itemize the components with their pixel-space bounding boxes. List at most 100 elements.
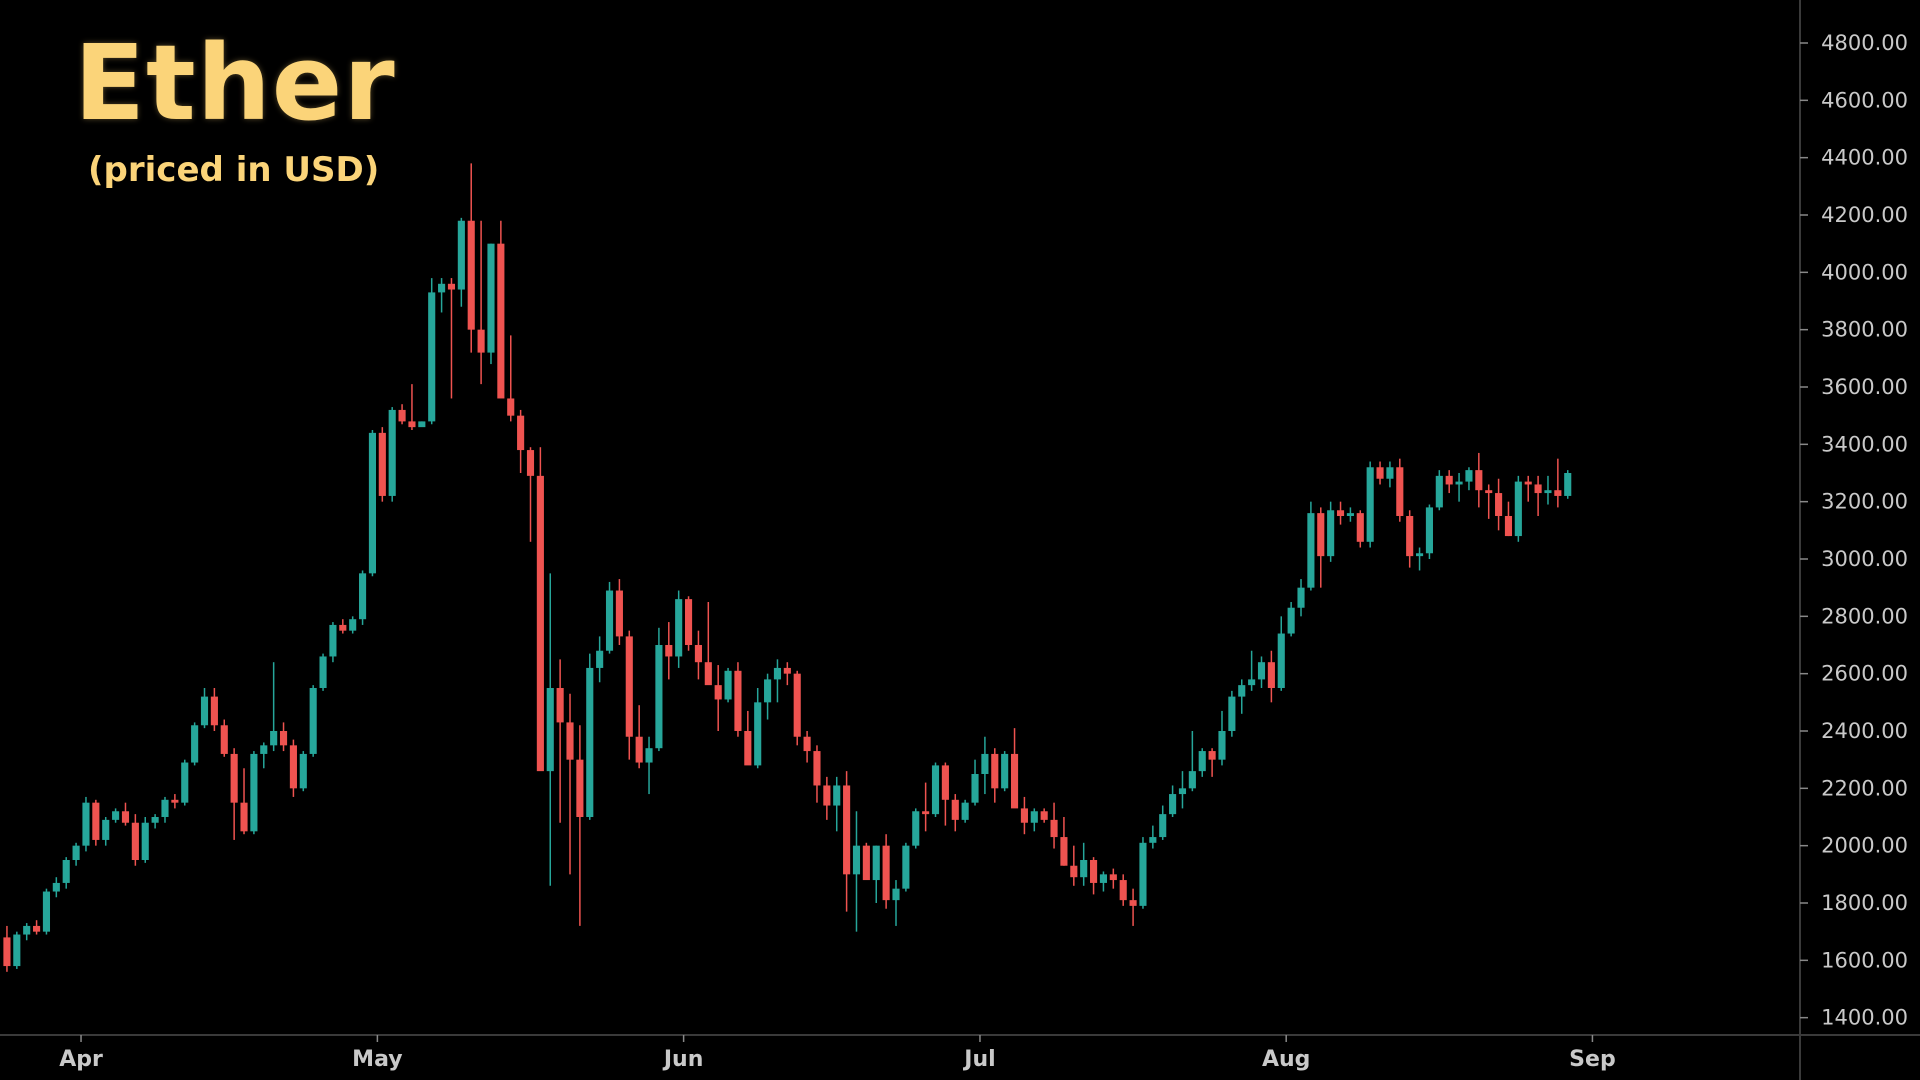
candle-body [704, 662, 712, 686]
candle [1208, 748, 1216, 777]
candle [121, 802, 130, 826]
y-tick-label: 1400.00 [1821, 1006, 1908, 1030]
candle [1139, 837, 1147, 909]
candle-body [754, 702, 762, 766]
candle-body [714, 685, 722, 700]
candle [1030, 808, 1038, 832]
candle-body [1178, 788, 1187, 795]
candle [131, 814, 139, 866]
candle-body [1475, 470, 1483, 491]
candle-body [615, 590, 623, 637]
candle-body [1297, 587, 1305, 608]
candle-body [823, 785, 831, 806]
candle-body [1001, 753, 1009, 789]
x-tick-label: Jun [662, 1047, 704, 1072]
candle [744, 710, 752, 766]
candle-body [694, 645, 702, 663]
x-axis-ticks: Apr May Jun Jul Aug Sep [59, 1035, 1616, 1072]
candle-body [33, 925, 41, 932]
candle-body [961, 802, 969, 820]
candle [477, 220, 485, 385]
candle-body [526, 450, 535, 476]
candle-body [1346, 513, 1354, 516]
candle [1060, 817, 1068, 866]
candle [260, 742, 268, 769]
candle-body [52, 882, 60, 892]
candle-body [1287, 607, 1295, 634]
candle-body [329, 624, 337, 657]
candle [428, 278, 436, 425]
candle-body [487, 243, 495, 353]
candle-body [1386, 467, 1394, 479]
candle [833, 776, 841, 832]
candle-body [1465, 470, 1473, 482]
candle [1524, 475, 1532, 502]
candle [1564, 470, 1572, 499]
candles-layer [3, 163, 1572, 972]
candle-body [230, 753, 238, 803]
candle [852, 811, 861, 932]
candle [1228, 690, 1236, 737]
candle-body [576, 759, 584, 817]
candle [1050, 802, 1058, 849]
candle [546, 573, 554, 886]
candle [1149, 825, 1157, 849]
candle [112, 808, 120, 823]
candle [1406, 510, 1414, 568]
candle-body [200, 696, 209, 726]
candle-body [398, 409, 406, 422]
candle [961, 799, 969, 823]
candle-body [793, 673, 801, 737]
candle [319, 653, 327, 691]
candle-body [843, 785, 851, 875]
candle [1445, 470, 1453, 494]
candle [793, 670, 801, 746]
candle [615, 579, 623, 645]
candle [882, 834, 890, 909]
candle-body [1455, 481, 1463, 485]
candle [92, 799, 100, 846]
candle-body [517, 415, 525, 451]
candle-body [151, 817, 159, 823]
candle [1090, 857, 1098, 895]
candle-body [684, 599, 693, 645]
candle-body [1228, 696, 1236, 731]
candle-body [121, 811, 130, 823]
candle [704, 602, 712, 686]
candle [645, 736, 653, 795]
candle [1416, 547, 1424, 571]
candle-body [862, 845, 870, 881]
candle-body [931, 765, 940, 815]
candle [902, 842, 910, 892]
candle-body [161, 799, 169, 817]
y-tick-label: 3600.00 [1821, 375, 1908, 399]
candle [714, 665, 722, 731]
candle [517, 409, 525, 473]
candle-body [359, 573, 367, 620]
candle [1248, 650, 1256, 691]
candle [1080, 842, 1088, 886]
candle-body [368, 432, 376, 574]
candle [1366, 461, 1374, 548]
candle [200, 688, 209, 729]
candle [892, 880, 900, 926]
candle-body [1425, 507, 1433, 554]
candle [1178, 771, 1187, 809]
candle [1010, 728, 1019, 809]
candle [665, 622, 673, 680]
candle [1159, 805, 1167, 840]
candle [1514, 475, 1522, 542]
candle-body [1149, 837, 1157, 843]
candle [1129, 888, 1137, 926]
candle-body [1504, 516, 1513, 537]
candle-body [605, 590, 614, 651]
candle [635, 705, 643, 769]
candle-body [1376, 467, 1384, 479]
candle [191, 722, 199, 766]
candle-body [428, 292, 436, 422]
candle-body [566, 722, 574, 760]
y-tick-label: 4000.00 [1821, 260, 1908, 284]
candle [1267, 650, 1275, 703]
y-tick-label: 2400.00 [1821, 719, 1908, 743]
candle-body [1129, 900, 1137, 906]
